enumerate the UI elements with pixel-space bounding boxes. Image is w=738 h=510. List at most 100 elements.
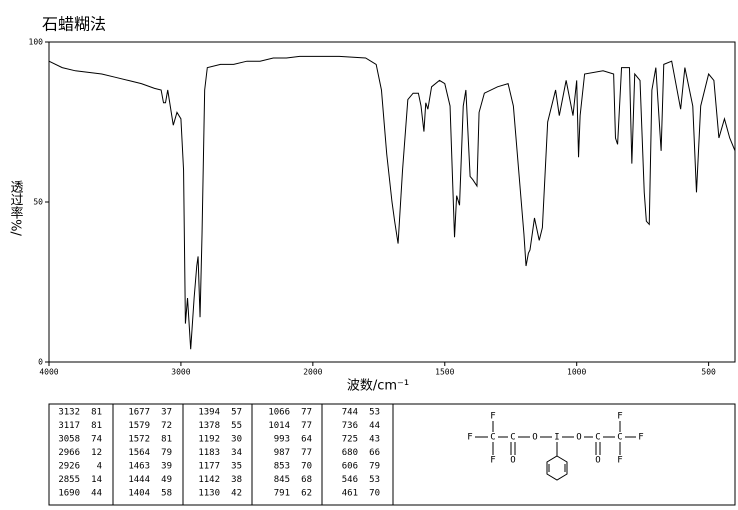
wavenumber-cell: 993 — [274, 435, 290, 445]
wavenumber-cell: 3117 — [58, 421, 80, 431]
wavenumber-cell: 1572 — [128, 435, 150, 445]
transmittance-cell: 81 — [91, 408, 102, 418]
transmittance-cell: 42 — [231, 489, 242, 499]
wavenumber-cell: 2926 — [58, 462, 80, 472]
y-tick-label: 0 — [38, 358, 43, 367]
wavenumber-cell: 725 — [342, 435, 358, 445]
transmittance-cell: 74 — [91, 435, 102, 445]
table-frame — [48, 403, 736, 506]
wavenumber-cell: 3132 — [58, 408, 80, 418]
wavenumber-cell: 1378 — [198, 421, 220, 431]
wavenumber-cell: 2966 — [58, 448, 80, 458]
atom: C — [490, 433, 495, 443]
transmittance-cell: 34 — [231, 448, 242, 458]
wavenumber-cell: 2855 — [58, 475, 80, 485]
wavenumber-cell: 461 — [342, 489, 358, 499]
transmittance-cell: 81 — [161, 435, 172, 445]
wavenumber-cell: 1677 — [128, 408, 150, 418]
atom: O — [576, 433, 581, 443]
wavenumber-cell: 1066 — [268, 408, 290, 418]
wavenumber-cell: 791 — [274, 489, 290, 499]
wavenumber-cell: 1130 — [198, 489, 220, 499]
atom: C — [510, 433, 515, 443]
transmittance-cell: 79 — [369, 462, 380, 472]
wavenumber-cell: 744 — [342, 408, 358, 418]
wavenumber-cell: 606 — [342, 462, 358, 472]
transmittance-cell: 55 — [231, 421, 242, 431]
wavenumber-cell: 987 — [274, 448, 290, 458]
transmittance-cell: 35 — [231, 462, 242, 472]
transmittance-cell: 68 — [301, 475, 312, 485]
atom: C — [617, 433, 622, 443]
transmittance-cell: 58 — [161, 489, 172, 499]
wavenumber-cell: 1183 — [198, 448, 220, 458]
atom: F — [617, 412, 622, 422]
transmittance-cell: 77 — [301, 421, 312, 431]
atom: F — [490, 456, 495, 466]
transmittance-cell: 39 — [161, 462, 172, 472]
transmittance-cell: 38 — [231, 475, 242, 485]
wavenumber-cell: 1014 — [268, 421, 290, 431]
transmittance-cell: 62 — [301, 489, 312, 499]
wavenumber-cell: 1579 — [128, 421, 150, 431]
y-tick-label: 50 — [33, 198, 43, 207]
wavenumber-cell: 680 — [342, 448, 358, 458]
x-tick-label: 4000 — [39, 368, 58, 377]
atom: O — [510, 456, 515, 466]
transmittance-cell: 77 — [301, 448, 312, 458]
wavenumber-cell: 1690 — [58, 489, 80, 499]
spectrum-line — [48, 55, 736, 350]
x-tick-label: 500 — [701, 368, 716, 377]
transmittance-cell: 72 — [161, 421, 172, 431]
wavenumber-cell: 736 — [342, 421, 358, 431]
transmittance-cell: 4 — [97, 462, 102, 472]
transmittance-cell: 70 — [301, 462, 312, 472]
transmittance-cell: 49 — [161, 475, 172, 485]
transmittance-cell: 57 — [231, 408, 242, 418]
wavenumber-cell: 1177 — [198, 462, 220, 472]
transmittance-cell: 79 — [161, 448, 172, 458]
transmittance-cell: 70 — [369, 489, 380, 499]
x-tick-label: 1500 — [435, 368, 454, 377]
transmittance-cell: 44 — [369, 421, 380, 431]
transmittance-cell: 30 — [231, 435, 242, 445]
transmittance-cell: 44 — [91, 489, 102, 499]
wavenumber-cell: 546 — [342, 475, 358, 485]
structure-bonds — [475, 421, 636, 481]
transmittance-cell: 37 — [161, 408, 172, 418]
chart-title: 石蜡糊法 — [42, 15, 106, 34]
transmittance-cell: 77 — [301, 408, 312, 418]
atom: F — [467, 433, 472, 443]
wavenumber-cell: 1463 — [128, 462, 150, 472]
transmittance-cell: 81 — [91, 421, 102, 431]
atom: F — [617, 456, 622, 466]
wavenumber-cell: 1404 — [128, 489, 150, 499]
wavenumber-cell: 853 — [274, 462, 290, 472]
wavenumber-cell: 1564 — [128, 448, 150, 458]
atom: I — [554, 433, 559, 443]
atom: F — [638, 433, 643, 443]
wavenumber-cell: 1192 — [198, 435, 220, 445]
transmittance-cell: 12 — [91, 448, 102, 458]
y-axis-label: 透过率%/ — [8, 180, 24, 236]
wavenumber-cell: 1142 — [198, 475, 220, 485]
x-axis-label: 波数/cm⁻¹ — [347, 379, 409, 394]
x-tick-label: 1000 — [567, 368, 586, 377]
atom: O — [595, 456, 600, 466]
transmittance-cell: 53 — [369, 475, 380, 485]
y-tick-label: 100 — [29, 38, 44, 47]
transmittance-cell: 66 — [369, 448, 380, 458]
wavenumber-cell: 1444 — [128, 475, 150, 485]
transmittance-cell: 64 — [301, 435, 312, 445]
wavenumber-cell: 3058 — [58, 435, 80, 445]
atom: C — [595, 433, 600, 443]
atom: O — [532, 433, 537, 443]
transmittance-cell: 14 — [91, 475, 102, 485]
transmittance-cell: 53 — [369, 408, 380, 418]
atom: F — [490, 412, 495, 422]
x-tick-label: 2000 — [303, 368, 322, 377]
wavenumber-cell: 845 — [274, 475, 290, 485]
wavenumber-cell: 1394 — [198, 408, 220, 418]
